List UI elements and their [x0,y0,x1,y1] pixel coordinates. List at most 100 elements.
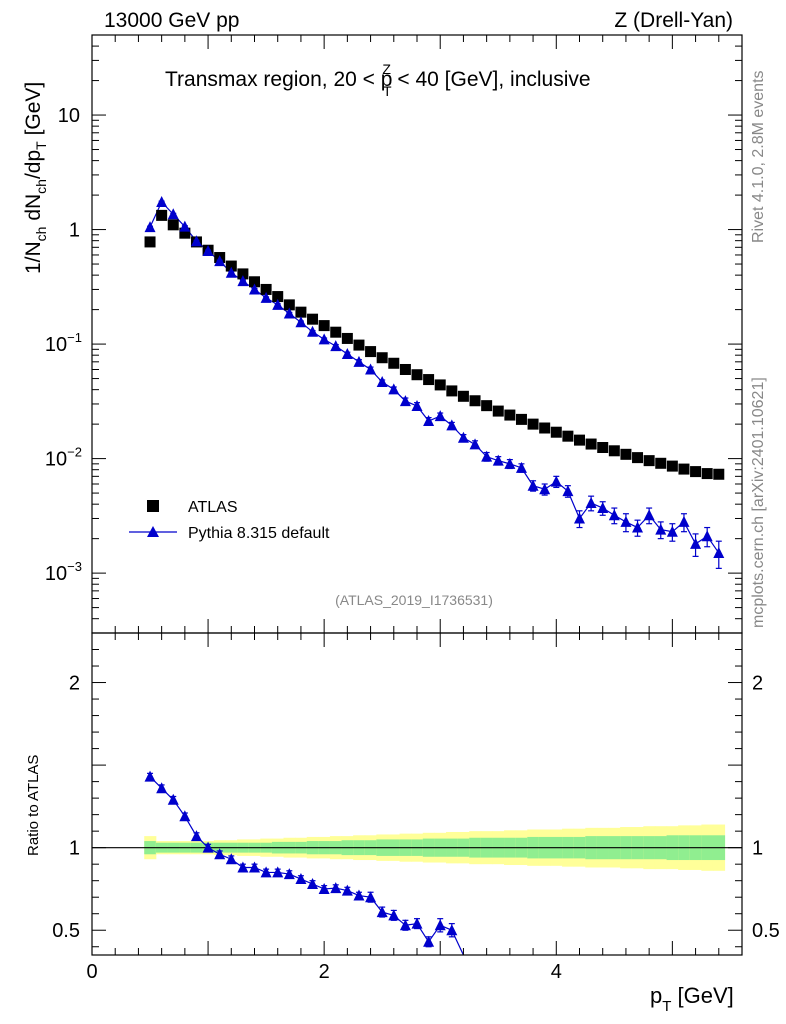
atlas-point [388,357,400,369]
axes: 0 2 4 10 1 10−1 10−2 10−3 2 2 1 1 0.5 0.5 [45,34,780,983]
pythia-point [388,383,400,395]
atlas-point [399,363,411,375]
x-tick-label: 2 [319,961,330,983]
atlas-point [144,236,156,248]
pythia-point [237,275,249,287]
legend-pythia-label: Pythia 8.315 default [188,525,330,542]
pythia-point [585,496,597,508]
pythia-point [457,431,469,443]
y-tick-label: 10−2 [45,445,82,471]
mcplots-label: mcplots.cern.ch [arXiv:2401.10621] [750,377,767,628]
main-series [144,196,725,569]
ratio-point [330,882,342,894]
pythia-point [283,307,295,319]
ratio-y-axis-label: Ratio to ATLAS [25,755,42,856]
x-tick-label: 4 [551,961,562,983]
ratio-point [144,770,156,782]
legend-atlas-label: ATLAS [188,499,238,516]
atlas-point [666,460,678,472]
pythia-point [341,347,353,359]
atlas-point [504,409,516,421]
pythia-point [225,266,237,278]
atlas-point [469,395,481,407]
atlas-point [550,426,562,438]
atlas-point [283,299,295,311]
pythia-point [701,530,713,542]
ratio-point [283,868,295,880]
header-right: Z (Drell-Yan) [614,9,733,32]
pythia-point [504,457,516,469]
atlas-point [341,332,353,344]
atlas-point [690,466,702,478]
pythia-point [643,509,655,521]
atlas-point [597,442,609,454]
ratio-line [149,776,464,956]
y-tick-label: 1 [69,220,80,242]
atlas-point [515,413,527,425]
pythia-point [515,461,527,473]
ratio-point [190,830,202,842]
pythia-point [249,283,260,295]
atlas-point [167,219,179,231]
pythia-point [376,376,388,388]
x-axis-label: pT [GeV] [650,983,734,1015]
ratio-point [237,861,249,873]
pythia-point [272,298,284,310]
atlas-point [237,268,249,280]
atlas-point [608,445,620,457]
pythia-point [481,450,493,462]
pythia-point [156,196,168,208]
analysis-id-label: (ATLAS_2019_I1736531) [335,592,493,608]
pythia-point [190,235,202,247]
pythia-point [678,515,690,527]
pythia-point [423,414,435,426]
ratio-y-tick-label-left: 0.5 [52,920,80,942]
pythia-point [632,521,644,533]
atlas-point [481,400,493,412]
ratio-point [399,919,411,931]
atlas-point [632,452,644,464]
atlas-point [527,418,539,430]
main-frame [91,34,743,634]
chart-title: Transmax region, 20 < pZ T < 40 [GeV], in… [165,61,591,99]
atlas-point [574,434,585,446]
atlas-point [701,468,713,480]
pythia-point [330,340,342,352]
ratio-point [388,909,400,921]
pythia-point [214,255,226,267]
x-tick-label: 0 [86,961,97,983]
ratio-point [225,853,237,865]
pythia-point [179,220,191,232]
ratio-point [353,889,365,901]
pythia-point [620,515,632,527]
atlas-point [492,405,504,417]
pythia-point [469,438,481,450]
pythia-point [434,410,446,422]
pythia-point [562,485,574,497]
ratio-point [365,891,377,903]
pythia-point [539,483,551,495]
y-tick-label: 10−3 [45,559,82,585]
ratio-point [318,882,330,894]
pythia-point [608,509,620,521]
ratio-point [179,810,191,822]
ratio-point [167,793,179,805]
atlas-point [156,209,168,221]
pythia-point [574,512,585,524]
ratio-point [156,782,168,794]
atlas-point [365,346,377,358]
ratio-panel [92,824,742,871]
pythia-point [167,208,179,220]
atlas-point [655,457,667,469]
legend-atlas-marker [147,500,159,512]
pythia-point [446,419,458,431]
pythia-point [492,454,504,466]
ratio-point [376,906,388,918]
atlas-point [295,306,307,318]
pythia-point [295,316,307,328]
atlas-point [353,339,365,351]
pythia-point [550,475,562,487]
pythia-point [411,399,423,411]
atlas-point [643,455,655,467]
